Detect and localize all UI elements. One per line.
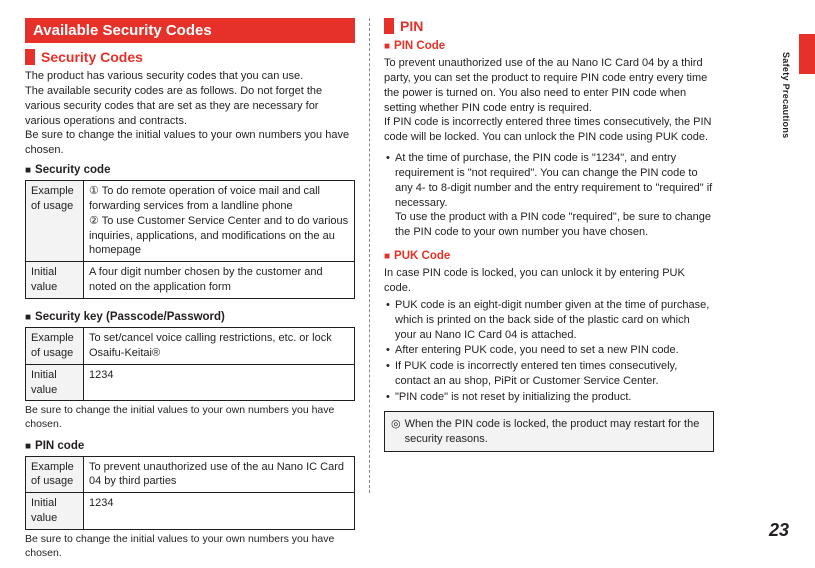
- pin-code-bullet-1: At the time of purchase, the PIN code is…: [384, 151, 714, 240]
- puk-bullets: PUK code is an eight-digit number given …: [384, 298, 714, 405]
- t2-r2-value: 1234: [84, 364, 355, 401]
- t3-r1-value: To prevent unauthorized use of the au Na…: [84, 456, 355, 493]
- pin-code-subheading: PIN code: [25, 440, 355, 452]
- pin-code-heading: PIN Code: [384, 40, 714, 52]
- t3-r2-value: 1234: [84, 493, 355, 530]
- t1-r2-value: A four digit number chosen by the custom…: [84, 262, 355, 299]
- puk-intro: In case PIN code is locked, you can unlo…: [384, 266, 714, 296]
- pin-heading: PIN: [384, 18, 714, 34]
- t1-r1-label: Example of usage: [26, 181, 84, 262]
- pin-title: PIN: [400, 18, 423, 34]
- security-key-table: Example of usage To set/cancel voice cal…: [25, 327, 355, 401]
- security-code-table: Example of usage ① To do remote operatio…: [25, 180, 355, 299]
- memo-text: When the PIN code is locked, the product…: [405, 417, 707, 447]
- page-number: 23: [769, 520, 789, 541]
- red-side-tab: [799, 34, 815, 74]
- puk-b4: "PIN code" is not reset by initializing …: [384, 390, 714, 405]
- memo-box: ◎ When the PIN code is locked, the produ…: [384, 411, 714, 453]
- pin-code-bullets: At the time of purchase, the PIN code is…: [384, 151, 714, 240]
- security-code-subheading: Security code: [25, 164, 355, 176]
- column-divider: [369, 18, 370, 493]
- t2-note: Be sure to change the initial values to …: [25, 404, 355, 431]
- puk-b1: PUK code is an eight-digit number given …: [384, 298, 714, 343]
- puk-b2: After entering PUK code, you need to set…: [384, 343, 714, 358]
- t1-r1-value: ① To do remote operation of voice mail a…: [84, 181, 355, 262]
- puk-b3: If PUK code is incorrectly entered ten t…: [384, 359, 714, 389]
- t2-r1-value: To set/cancel voice calling restrictions…: [84, 327, 355, 364]
- pin-code-table: Example of usage To prevent unauthorized…: [25, 456, 355, 530]
- side-tab-label: Safety Precautions: [781, 52, 791, 138]
- memo-icon: ◎: [391, 417, 401, 447]
- left-column: Available Security Codes Security Codes …: [25, 18, 355, 568]
- security-key-subheading: Security key (Passcode/Password): [25, 311, 355, 323]
- puk-code-heading: PUK Code: [384, 250, 714, 262]
- security-codes-heading: Security Codes: [25, 49, 355, 65]
- t2-r2-label: Initial value: [26, 364, 84, 401]
- available-codes-heading: Available Security Codes: [25, 18, 355, 43]
- pin-code-para: To prevent unauthorized use of the au Na…: [384, 56, 714, 145]
- t3-r2-label: Initial value: [26, 493, 84, 530]
- security-codes-intro: The product has various security codes t…: [25, 69, 355, 158]
- right-column: PIN PIN Code To prevent unauthorized use…: [384, 18, 714, 568]
- t1-r2-label: Initial value: [26, 262, 84, 299]
- security-codes-title: Security Codes: [41, 49, 143, 65]
- t3-note: Be sure to change the initial values to …: [25, 533, 355, 560]
- t3-r1-label: Example of usage: [26, 456, 84, 493]
- pin-code-bullet-1b: To use the product with a PIN code "requ…: [395, 210, 714, 240]
- t2-r1-label: Example of usage: [26, 327, 84, 364]
